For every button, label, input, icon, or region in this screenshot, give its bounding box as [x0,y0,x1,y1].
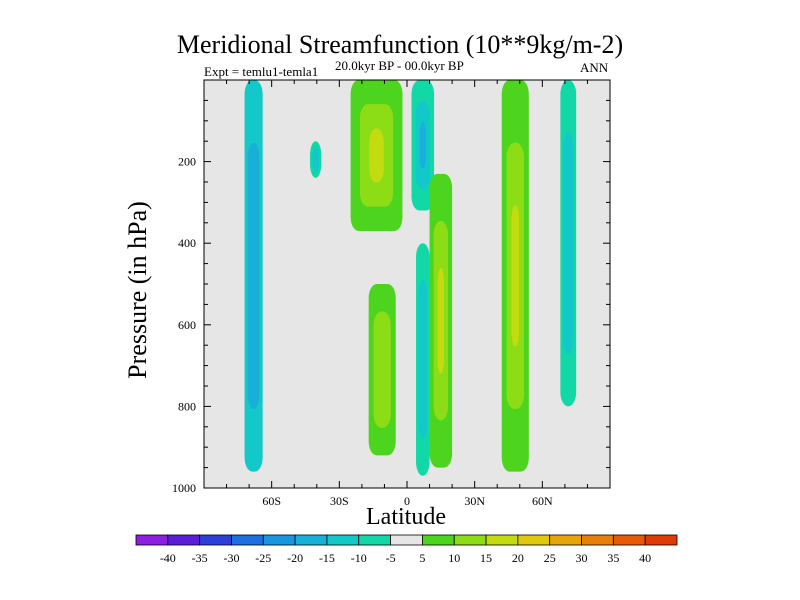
colorbar-label: 30 [576,551,588,565]
experiment-label: Expt = temlu1-temla1 [204,64,319,79]
colorbar-label: -20 [287,551,303,565]
colorbar-label: 5 [419,551,425,565]
x-tick-label: 30N [464,494,485,508]
colorbar: -40 -35 -30 -25 -20 -15 -10 -5 5 10 15 20 25 30 35 40 [135,534,678,565]
colorbar-box [644,534,678,546]
colorbar-box [453,534,487,546]
x-tick-label: 0 [404,494,410,508]
colorbar-box [358,534,391,546]
cell-eq-lower-negative-level-1 [418,280,428,439]
colorbar-label: -35 [192,551,208,565]
plot-background [204,80,610,488]
cell-eq-upper-negative-level-2 [419,121,426,169]
colorbar-box [422,534,455,546]
colorbar-box [612,534,646,546]
cell-15N-positive-level-2 [437,267,444,374]
contour-fill-group [244,80,577,476]
colorbar-label: -15 [319,551,335,565]
y-tick-label: 200 [178,155,196,169]
y-tick-label: 600 [178,318,196,332]
period-label: 20.0kyr BP - 00.0kyr BP [335,58,464,73]
colorbar-box [326,534,360,546]
colorbar-box [581,534,614,546]
colorbar-label: -25 [255,551,271,565]
y-tick-label: 400 [178,236,196,250]
colorbar-label: 10 [448,551,460,565]
colorbar-box [294,534,328,546]
colorbar-label: 20 [512,551,524,565]
colorbar-box [167,534,201,546]
colorbar-box [135,534,169,546]
colorbar-label: -10 [351,551,367,565]
axes-group: 60S 30S 0 30N 60N 200 400 600 800 1000 [172,80,610,508]
colorbar-label: -5 [386,551,396,565]
cell-60S-negative-level-1 [247,142,260,410]
colorbar-box [549,534,582,546]
y-tick-label: 800 [178,399,196,413]
colorbar-box [390,534,423,546]
cell-40S-small-negative-level-1 [312,147,320,173]
x-tick-label: 60N [532,494,553,508]
season-label: ANN [580,60,609,75]
colorbar-box [517,534,551,546]
cell-15S-upper-positive-level-2 [369,128,384,183]
colorbar-box [199,534,232,546]
cell-15S-lower-positive-level-1 [373,311,391,428]
colorbar-box [485,534,519,546]
colorbar-box [231,534,264,546]
cell-45N-positive-level-2 [511,205,520,347]
x-tick-label: 30S [330,494,349,508]
colorbar-label: 35 [607,551,619,565]
x-axis-label: Latitude [366,504,446,530]
colorbar-label: -30 [223,551,239,565]
colorbar-label: 40 [639,551,651,565]
colorbar-label: -40 [160,551,176,565]
y-tick-label: 1000 [172,481,196,495]
chart-title: Meridional Streamfunction (10**9kg/m-2) [176,30,624,59]
colorbar-label: 15 [480,551,492,565]
colorbar-box [262,534,296,546]
x-tick-label: 60S [262,494,281,508]
cell-70N-negative-level-1 [563,132,574,355]
colorbar-label: 25 [544,551,556,565]
